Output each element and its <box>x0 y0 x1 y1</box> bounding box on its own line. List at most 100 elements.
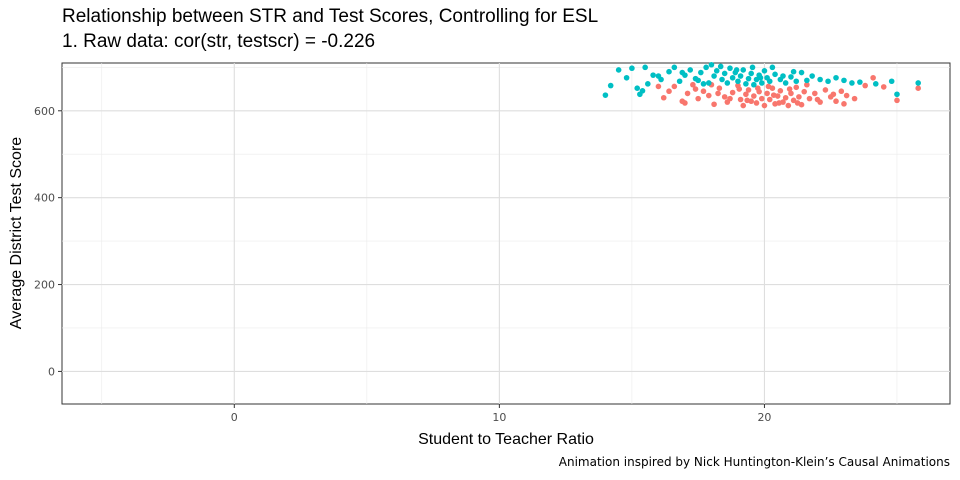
data-point-series-2 <box>727 65 733 72</box>
data-point-series-2 <box>769 64 776 71</box>
data-point-series-2 <box>724 80 731 86</box>
data-point-series-2 <box>748 70 754 77</box>
data-point-series-1 <box>794 100 801 106</box>
data-point-series-1 <box>761 102 768 109</box>
data-point-series-1 <box>785 102 792 109</box>
data-point-series-2 <box>713 68 720 74</box>
data-point-series-2 <box>623 74 630 81</box>
x-tick-label: 0 <box>231 411 238 424</box>
data-point-series-1 <box>830 91 837 98</box>
data-point-series-1 <box>729 89 736 96</box>
data-point-series-2 <box>703 64 709 71</box>
data-point-series-2 <box>749 64 756 71</box>
data-point-series-1 <box>666 88 672 95</box>
data-point-series-2 <box>841 77 847 84</box>
data-point-series-2 <box>642 64 648 71</box>
data-point-series-1 <box>684 90 691 97</box>
x-axis-title: Student to Teacher Ratio <box>418 431 594 448</box>
data-point-series-2 <box>751 81 757 88</box>
data-point-series-2 <box>788 74 794 80</box>
data-point-series-1 <box>851 95 858 102</box>
data-point-series-1 <box>715 90 721 97</box>
data-point-series-2 <box>825 78 831 85</box>
data-point-series-1 <box>786 86 793 92</box>
data-point-series-1 <box>705 92 712 99</box>
data-point-series-2 <box>721 70 728 77</box>
y-axis-title: Average District Test Score <box>8 137 25 329</box>
data-point-series-1 <box>838 88 845 95</box>
data-point-series-1 <box>721 94 728 100</box>
data-point-series-1 <box>776 100 782 106</box>
data-point-series-2 <box>607 82 614 89</box>
data-point-series-2 <box>708 61 715 68</box>
data-point-series-1 <box>745 87 752 93</box>
x-tick-label: 20 <box>757 411 771 424</box>
data-point-series-2 <box>679 69 686 76</box>
data-point-series-1 <box>753 100 760 106</box>
data-points <box>602 61 921 109</box>
x-tick-label: 10 <box>492 411 506 424</box>
y-tick-label: 400 <box>34 192 55 205</box>
data-point-series-1 <box>806 95 813 102</box>
data-point-series-1 <box>727 95 733 102</box>
data-point-series-1 <box>743 91 749 98</box>
data-point-series-1 <box>700 88 707 95</box>
data-point-series-2 <box>761 68 768 74</box>
data-point-series-1 <box>790 97 797 104</box>
data-point-series-1 <box>788 90 794 97</box>
data-point-series-2 <box>782 80 789 86</box>
data-point-series-1 <box>758 95 765 102</box>
data-point-series-2 <box>857 79 863 85</box>
data-point-series-2 <box>757 74 764 81</box>
data-point-series-1 <box>843 92 850 99</box>
data-point-series-1 <box>716 85 723 91</box>
data-point-series-2 <box>719 76 725 83</box>
data-point-series-1 <box>744 97 751 104</box>
data-point-series-1 <box>812 90 818 97</box>
data-point-series-1 <box>915 85 921 91</box>
data-point-series-2 <box>809 73 815 79</box>
y-tick-label: 600 <box>34 105 55 118</box>
data-point-series-1 <box>740 102 747 109</box>
data-point-series-2 <box>790 68 797 75</box>
data-point-series-2 <box>793 78 800 85</box>
data-point-series-1 <box>894 97 900 104</box>
data-point-series-2 <box>804 77 810 84</box>
data-point-series-1 <box>870 74 876 81</box>
data-point-series-2 <box>639 88 646 94</box>
data-point-series-1 <box>804 81 810 88</box>
data-point-series-1 <box>777 88 784 94</box>
data-point-series-2 <box>695 77 701 84</box>
data-point-series-2 <box>872 81 879 87</box>
plot-panel <box>61 62 951 405</box>
data-point-series-1 <box>751 93 757 99</box>
data-point-series-1 <box>833 98 839 105</box>
data-point-series-2 <box>894 91 900 98</box>
data-point-series-1 <box>801 88 808 95</box>
data-point-series-2 <box>711 73 717 79</box>
data-point-series-2 <box>666 68 672 75</box>
data-point-series-2 <box>772 71 778 78</box>
data-point-series-1 <box>682 100 688 106</box>
data-point-series-1 <box>770 92 777 98</box>
data-point-series-1 <box>671 83 678 90</box>
data-point-series-2 <box>729 74 736 81</box>
data-point-series-2 <box>915 80 921 86</box>
data-point-series-2 <box>629 65 635 72</box>
data-point-series-1 <box>764 90 770 97</box>
data-point-series-1 <box>695 95 701 102</box>
data-point-series-1 <box>880 84 887 90</box>
data-point-series-2 <box>798 69 805 76</box>
chart-title: Relationship between STR and Test Scores… <box>62 6 599 27</box>
data-point-series-1 <box>736 86 743 92</box>
data-point-series-2 <box>676 78 683 85</box>
data-point-series-1 <box>755 85 761 91</box>
data-point-series-1 <box>711 101 717 108</box>
data-point-series-2 <box>743 81 749 87</box>
data-point-series-1 <box>782 94 789 101</box>
data-point-series-1 <box>660 94 667 101</box>
data-point-series-1 <box>766 96 773 103</box>
data-point-series-2 <box>766 78 773 85</box>
